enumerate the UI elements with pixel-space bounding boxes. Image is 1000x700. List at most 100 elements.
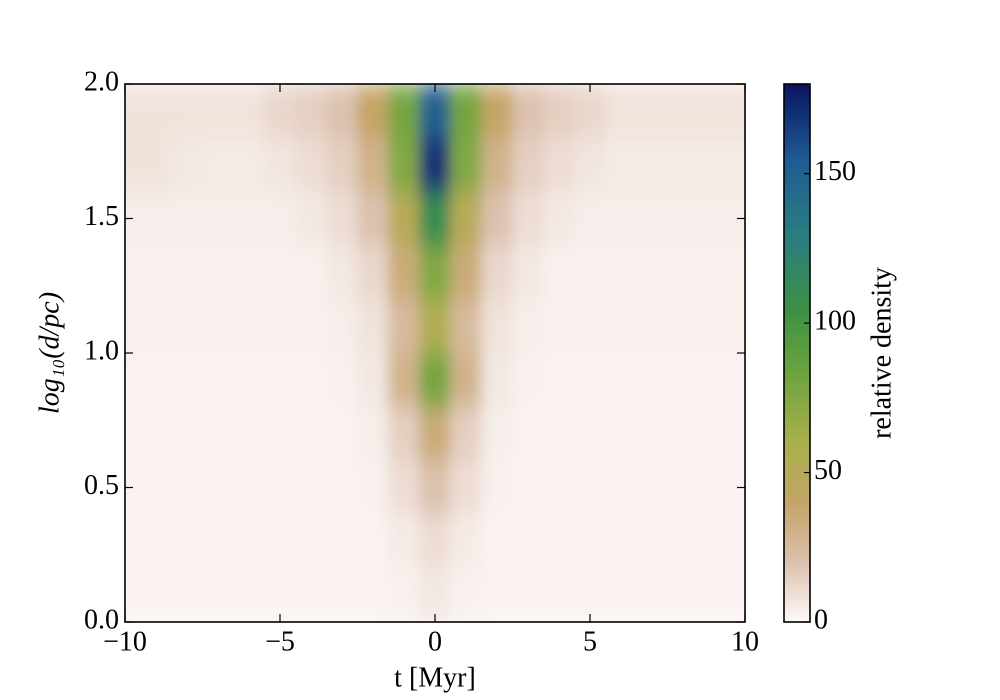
heatmap-cell [264, 137, 296, 192]
heatmap-cell [698, 352, 730, 408]
heatmap-cell [667, 298, 699, 354]
heatmap-cell [264, 298, 296, 354]
y-tick-label: 2.0 [84, 66, 119, 97]
heatmap-cell [264, 352, 296, 408]
y-tick-label: 1.5 [84, 201, 119, 232]
heatmap-cell [636, 137, 668, 192]
heatmap-cell [295, 352, 327, 408]
heatmap-cell [698, 245, 730, 300]
heatmap-cell [388, 191, 420, 246]
heatmap-cell [125, 567, 141, 622]
heatmap-cell [202, 460, 234, 515]
heatmap-cell [357, 406, 389, 461]
heatmap-cell [605, 352, 637, 408]
heatmap-cell [357, 514, 389, 569]
heatmap-cell [202, 137, 234, 192]
y-tick-label: 0.0 [84, 604, 119, 635]
heatmap-cell [326, 245, 358, 300]
heatmap-cell [512, 514, 544, 569]
heatmap-cell [419, 406, 451, 461]
heatmap-cell [481, 84, 513, 139]
heatmap-cell [636, 84, 668, 139]
heatmap-cell [543, 191, 575, 246]
heatmap-cell [295, 191, 327, 246]
heatmap-cell [264, 460, 296, 515]
heatmap-cell [667, 137, 699, 192]
heatmap-cell [667, 567, 699, 622]
heatmap-cell [264, 191, 296, 246]
heatmap-cell [698, 406, 730, 461]
heatmap-cell [125, 406, 141, 461]
heatmap-cell [636, 352, 668, 408]
heatmap-cell [295, 460, 327, 515]
heatmap-cell [605, 298, 637, 354]
colorbar [784, 84, 810, 622]
heatmap-cell [326, 460, 358, 515]
heatmap-cell [543, 298, 575, 354]
heatmap-cell [357, 191, 389, 246]
heatmap-cell [171, 567, 203, 622]
heatmap-cell [326, 298, 358, 354]
heatmap-cell [729, 567, 745, 622]
heatmap-cell [729, 514, 745, 569]
heatmap-cell [388, 245, 420, 300]
heatmap-cell [543, 84, 575, 139]
heatmap-cell [388, 406, 420, 461]
heatmap-cell [419, 352, 451, 408]
heatmap-cell [388, 460, 420, 515]
heatmap-cell [264, 245, 296, 300]
heatmap-cell [140, 137, 172, 192]
heatmap-cell [636, 567, 668, 622]
heatmap-cell [202, 352, 234, 408]
heatmap-cell [450, 567, 482, 622]
heatmap-cell [388, 298, 420, 354]
heatmap-cell [125, 137, 141, 192]
heatmap-cell [233, 245, 265, 300]
heatmap-cell [233, 460, 265, 515]
heatmap-cell [419, 245, 451, 300]
heatmap-cell [171, 84, 203, 139]
heatmap-cell [636, 298, 668, 354]
heatmap-cell [202, 406, 234, 461]
heatmap-cell [512, 406, 544, 461]
heatmap-cell [481, 191, 513, 246]
heatmap-cell [698, 298, 730, 354]
heatmap-cell [388, 514, 420, 569]
heatmap-cell [574, 298, 606, 354]
heatmap-cell [171, 245, 203, 300]
heatmap-cell [729, 137, 745, 192]
heatmap-cell [574, 84, 606, 139]
heatmap-cell [450, 84, 482, 139]
heatmap-cell [140, 352, 172, 408]
heatmap-cell [125, 84, 141, 139]
heatmap-cell [605, 567, 637, 622]
heatmap-cell [171, 460, 203, 515]
heatmap-cell [233, 514, 265, 569]
y-tick-label: 1.0 [84, 335, 119, 366]
heatmap-cell [636, 514, 668, 569]
heatmap [125, 84, 745, 622]
heatmap-cell [481, 137, 513, 192]
heatmap-cell [574, 514, 606, 569]
heatmap-cell [729, 352, 745, 408]
heatmap-cell [388, 137, 420, 192]
heatmap-cell [388, 567, 420, 622]
heatmap-cell [233, 191, 265, 246]
x-tick-label: 5 [583, 626, 597, 657]
heatmap-cell [202, 567, 234, 622]
heatmap-cell [667, 84, 699, 139]
heatmap-cell [481, 245, 513, 300]
heatmap-cell [481, 406, 513, 461]
heatmap-cell [450, 137, 482, 192]
heatmap-cell [450, 514, 482, 569]
heatmap-cell [605, 460, 637, 515]
heatmap-cell [140, 514, 172, 569]
heatmap-cell [450, 191, 482, 246]
heatmap-cell [326, 352, 358, 408]
heatmap-cell [171, 137, 203, 192]
heatmap-cell [202, 514, 234, 569]
heatmap-cell [543, 245, 575, 300]
heatmap-cell [140, 84, 172, 139]
heatmap-cell [357, 84, 389, 139]
